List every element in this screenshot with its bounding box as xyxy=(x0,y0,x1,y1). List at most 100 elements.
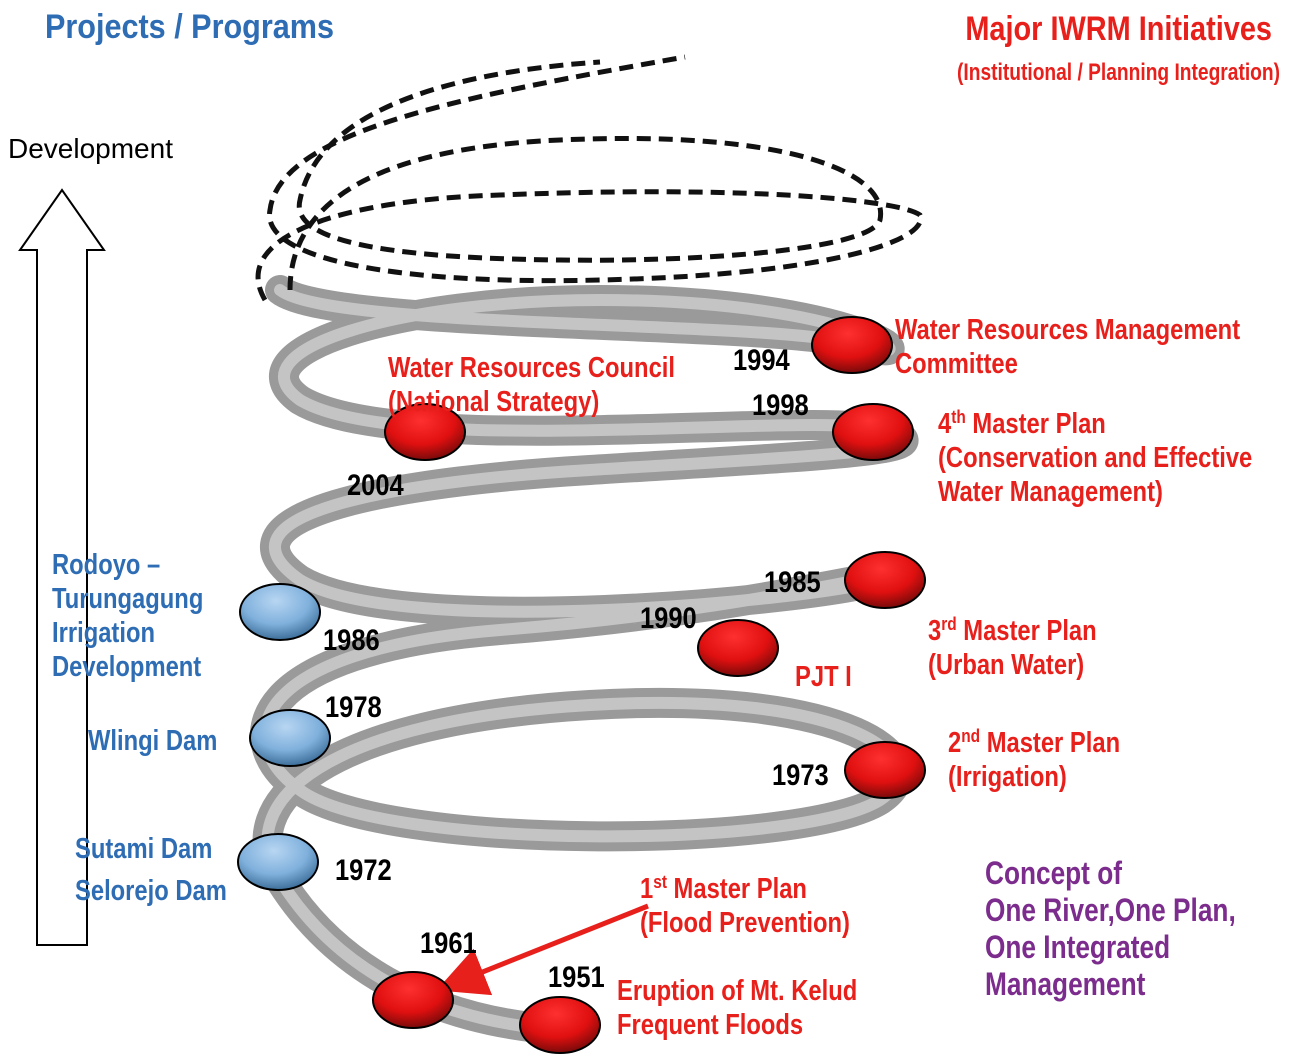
year-label-group: 1951 xyxy=(548,960,605,993)
diagram: Projects / Programs Major IWRM Initiative… xyxy=(0,0,1313,1054)
event-label-group: (National Strategy) xyxy=(388,385,599,418)
event-label: Water Resources Management xyxy=(895,313,1240,346)
concept-line: One River,One Plan, xyxy=(985,894,1236,929)
year-label-group: 1990 xyxy=(640,601,697,634)
event-label-group: Wlingi Dam xyxy=(88,724,217,757)
year-label-group: 1998 xyxy=(752,388,809,421)
heading-left: Projects / Programs xyxy=(45,8,334,46)
event-label-group: (Urban Water) xyxy=(928,648,1084,681)
event-label-sup: rd xyxy=(941,612,956,634)
year-label: 1978 xyxy=(325,690,382,723)
event-node xyxy=(250,710,330,766)
event-label-group: PJT I xyxy=(795,660,852,693)
event-label: 4th Master Plan xyxy=(938,405,1106,439)
event-node xyxy=(373,972,453,1028)
event-node xyxy=(238,834,318,890)
event-label: 3rd Master Plan xyxy=(928,612,1097,646)
event-label: Wlingi Dam xyxy=(88,724,217,757)
event-label-group: (Conservation and Effective xyxy=(938,441,1252,474)
heading-right-sub-group: (Institutional / Planning Integration) xyxy=(957,58,1280,86)
event-label: (Irrigation) xyxy=(948,760,1067,793)
event-node xyxy=(698,620,778,676)
event-label-group: 3rd Master Plan xyxy=(928,612,1097,646)
year-label: 1990 xyxy=(640,601,697,634)
event-label-group: 2nd Master Plan xyxy=(948,724,1120,758)
event-label: Development xyxy=(52,650,201,683)
event-node xyxy=(845,742,925,798)
event-label: Sutami Dam xyxy=(75,832,212,865)
event-label-sup: st xyxy=(653,870,667,892)
event-label: Eruption of Mt. Kelud xyxy=(617,974,857,1007)
event-label-part: Master Plan xyxy=(957,614,1097,647)
concept-line-group: One Integrated xyxy=(985,931,1170,966)
year-label: 1951 xyxy=(548,960,605,993)
concept-line: One Integrated xyxy=(985,931,1170,966)
event-node xyxy=(520,997,600,1053)
year-label-group: 1994 xyxy=(733,343,790,376)
year-label-group: 1972 xyxy=(335,853,392,886)
axis-label: Development xyxy=(8,133,173,164)
year-label: 1985 xyxy=(764,565,821,598)
year-label: 1972 xyxy=(335,853,392,886)
event-label: (Flood Prevention) xyxy=(640,906,850,939)
event-label: 1st Master Plan xyxy=(640,870,807,904)
event-label-group: Irrigation xyxy=(52,616,155,649)
event-label-group: (Irrigation) xyxy=(948,760,1067,793)
year-label-group: 1986 xyxy=(323,623,380,656)
event-label-part: 2 xyxy=(948,726,961,759)
event-label: 2nd Master Plan xyxy=(948,724,1120,758)
concept-line-group: One River,One Plan, xyxy=(985,894,1236,929)
event-node xyxy=(845,552,925,608)
labels: Projects / Programs Major IWRM Initiative… xyxy=(8,8,1280,1041)
year-label: 2004 xyxy=(347,468,404,501)
heading-right: Major IWRM Initiatives xyxy=(965,9,1272,48)
event-label: Turungagung xyxy=(52,582,203,615)
event-label: PJT I xyxy=(795,660,852,693)
event-label: Water Resources Council xyxy=(388,351,675,384)
year-label: 1998 xyxy=(752,388,809,421)
event-label: Irrigation xyxy=(52,616,155,649)
concept-line: Concept of xyxy=(985,857,1122,892)
event-label: Water Management) xyxy=(938,475,1163,508)
event-label-group: Development xyxy=(52,650,201,683)
year-label: 1973 xyxy=(772,758,829,791)
year-label-group: 1978 xyxy=(325,690,382,723)
event-label: Selorejo Dam xyxy=(75,874,227,907)
event-label-group: Frequent Floods xyxy=(617,1008,803,1041)
event-label-part: Master Plan xyxy=(980,726,1120,759)
heading-right-group: Major IWRM Initiatives xyxy=(965,9,1272,48)
year-label-group: 1973 xyxy=(772,758,829,791)
event-label-sup: nd xyxy=(961,724,980,746)
event-label-part: 3 xyxy=(928,614,941,647)
year-label-group: 2004 xyxy=(347,468,404,501)
event-label-group: Selorejo Dam xyxy=(75,874,227,907)
event-node xyxy=(812,317,892,373)
event-label-part: 4 xyxy=(938,407,951,440)
event-label-group: Sutami Dam xyxy=(75,832,212,865)
concept-line-group: Management xyxy=(985,968,1146,1003)
event-label: (National Strategy) xyxy=(388,385,599,418)
event-label-part: 1 xyxy=(640,872,653,905)
heading-left-group: Projects / Programs xyxy=(45,8,334,46)
event-label-part: Master Plan xyxy=(667,872,807,905)
event-label-group: Eruption of Mt. Kelud xyxy=(617,974,857,1007)
dashed-spiral xyxy=(258,57,921,300)
concept-line-group: Concept of xyxy=(985,857,1122,892)
year-label: 1994 xyxy=(733,343,790,376)
event-label-sup: th xyxy=(951,405,966,427)
event-node xyxy=(240,584,320,640)
event-label: Committee xyxy=(895,347,1018,380)
event-node xyxy=(833,404,913,460)
event-label-group: (Flood Prevention) xyxy=(640,906,850,939)
event-label-group: 4th Master Plan xyxy=(938,405,1106,439)
event-label: (Urban Water) xyxy=(928,648,1084,681)
year-label-group: 1985 xyxy=(764,565,821,598)
year-label-group: 1961 xyxy=(420,926,477,959)
event-label-group: Water Management) xyxy=(938,475,1163,508)
event-label-group: Rodoyo – xyxy=(52,548,160,581)
year-label: 1986 xyxy=(323,623,380,656)
event-label-group: Turungagung xyxy=(52,582,203,615)
event-label-group: 1st Master Plan xyxy=(640,870,807,904)
event-label: (Conservation and Effective xyxy=(938,441,1252,474)
concept-line: Management xyxy=(985,968,1146,1003)
